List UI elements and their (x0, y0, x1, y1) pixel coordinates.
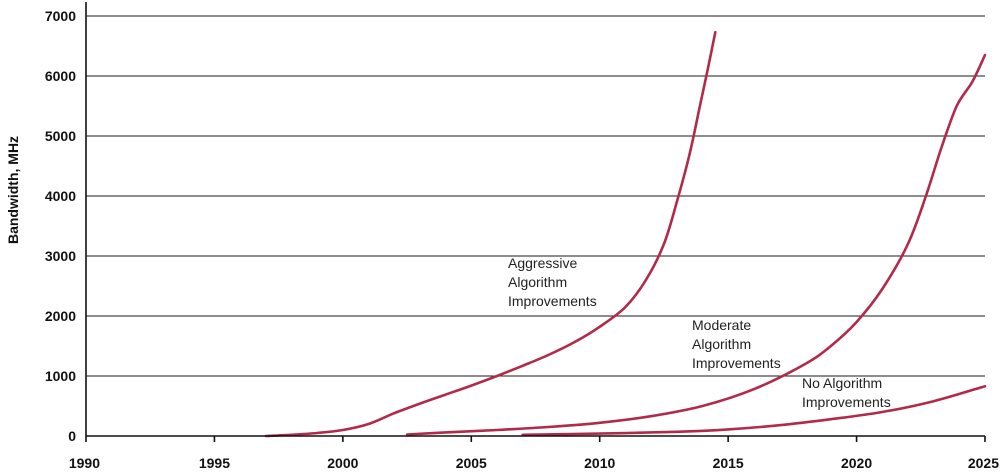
x-tick-labels: 1990 1995 2000 2005 2010 2015 2020 2025 (69, 455, 999, 471)
series-line-aggressive (264, 30, 717, 438)
x-tick-label: 2025 (968, 455, 999, 471)
annotation-aggressive: Aggressive Algorithm Improvements (508, 255, 597, 309)
annotation-no-algorithm: No Algorithm Improvements (802, 375, 891, 410)
series-line-moderate (405, 53, 987, 436)
x-tick-label: 1995 (199, 455, 230, 471)
y-tick-label: 2000 (45, 308, 76, 324)
series-annotations: Aggressive Algorithm Improvements Moderate A… (508, 255, 891, 410)
x-tick-label: 2000 (327, 455, 358, 471)
series-line-no-algorithm (521, 384, 987, 437)
series-lines (264, 30, 987, 438)
y-tick-label: 7000 (45, 8, 76, 24)
y-tick-label: 6000 (45, 68, 76, 84)
axes (85, 2, 986, 442)
x-tick-label: 2020 (841, 455, 872, 471)
y-tick-labels: 0 1000 2000 3000 4000 5000 6000 7000 (45, 8, 76, 444)
y-tick-label: 4000 (45, 188, 76, 204)
x-tick-label: 1990 (69, 455, 100, 471)
y-tick-label: 3000 (45, 248, 76, 264)
y-tick-label: 1000 (45, 368, 76, 384)
x-tick-label: 2010 (584, 455, 615, 471)
annotation-moderate: Moderate Algorithm Improvements (692, 317, 781, 371)
y-axis-title: Bandwidth, MHz (5, 136, 21, 244)
x-tick-label: 2015 (713, 455, 744, 471)
gridlines (86, 15, 985, 377)
x-tick-label: 2005 (456, 455, 487, 471)
y-tick-label: 5000 (45, 128, 76, 144)
y-tick-label: 0 (68, 428, 76, 444)
